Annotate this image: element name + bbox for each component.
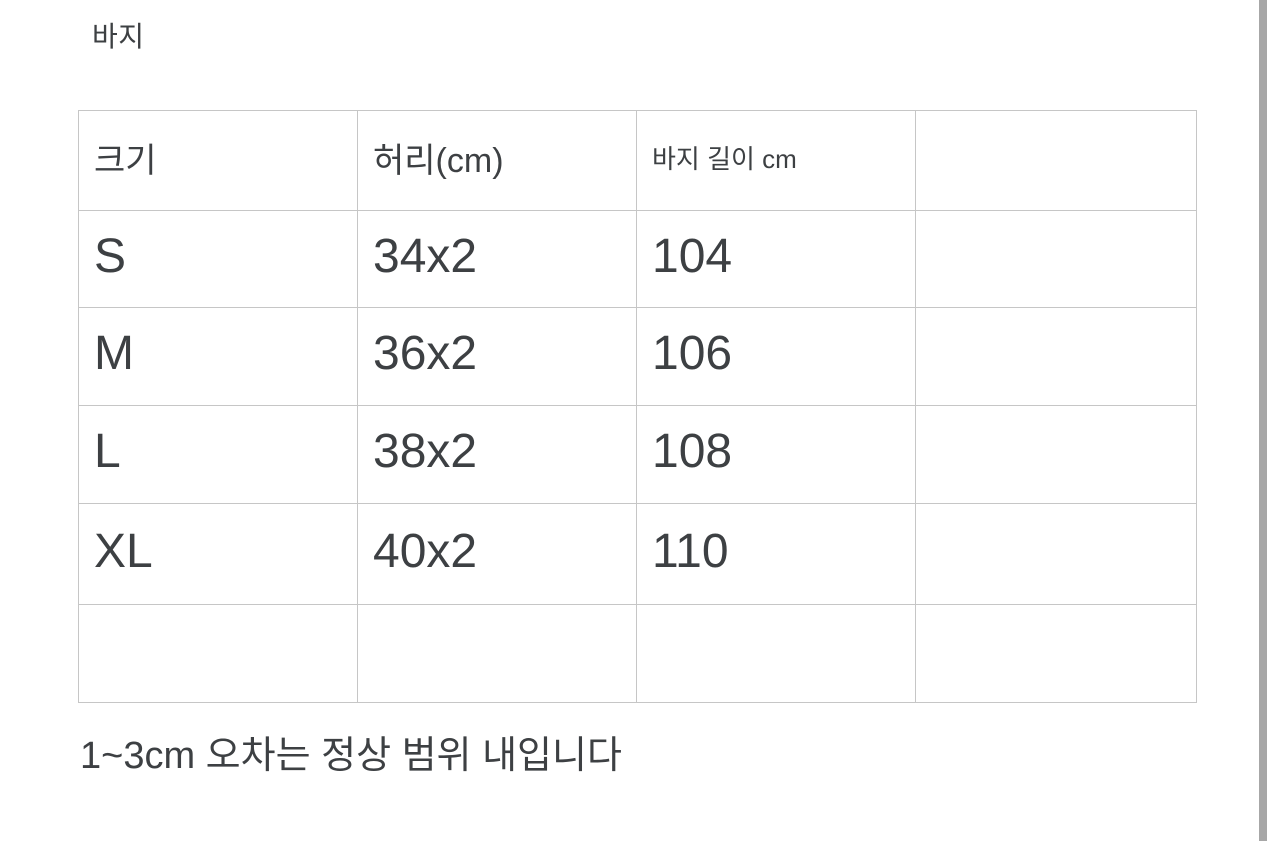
table-row-l: L 38x2 108 [78,405,1197,504]
length-cell: 110 [636,503,916,605]
size-chart-table: 크기 허리(cm) 바지 길이 cm S 34x2 104 M 36x2 106… [78,110,1197,703]
column-header-length: 바지 길이 cm [636,110,916,211]
size-cell: S [78,210,358,308]
table-row-s: S 34x2 104 [78,210,1197,308]
size-cell: M [78,307,358,406]
table-row-m: M 36x2 106 [78,307,1197,406]
column-header-waist: 허리(cm) [357,110,637,211]
table-header-row: 크기 허리(cm) 바지 길이 cm [78,110,1197,211]
extra-cell [915,604,1197,703]
table-row-empty [78,604,1197,703]
column-header-size: 크기 [78,110,358,211]
tolerance-note: 1~3cm 오차는 정상 범위 내입니다 [80,735,622,777]
waist-cell: 38x2 [357,405,637,504]
length-cell: 108 [636,405,916,504]
size-cell [78,604,358,703]
extra-cell [915,405,1197,504]
page-title: 바지 [92,21,145,52]
size-cell: XL [78,503,358,605]
length-cell [636,604,916,703]
extra-cell [915,307,1197,406]
extra-cell [915,503,1197,605]
column-header-extra [915,110,1197,211]
length-cell: 106 [636,307,916,406]
length-cell: 104 [636,210,916,308]
vertical-scrollbar[interactable] [1259,0,1267,841]
waist-cell [357,604,637,703]
waist-cell: 36x2 [357,307,637,406]
waist-cell: 34x2 [357,210,637,308]
table-row-xl: XL 40x2 110 [78,503,1197,605]
waist-cell: 40x2 [357,503,637,605]
size-cell: L [78,405,358,504]
extra-cell [915,210,1197,308]
